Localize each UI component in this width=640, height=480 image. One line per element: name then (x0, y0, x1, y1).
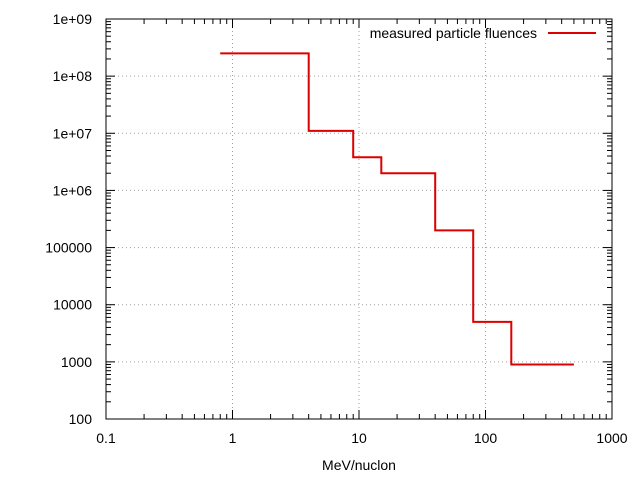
y-tick-label: 1000 (61, 354, 92, 370)
x-axis-label: MeV/nuclon (322, 457, 396, 473)
x-tick-label: 100 (474, 430, 498, 446)
y-tick-labels: 100 1000 10000 100000 1e+06 1e+07 1e+08 1e+09 (45, 11, 92, 427)
legend-label: measured particle fluences (370, 25, 537, 41)
y-tick-label: 1e+09 (53, 11, 93, 27)
y-tick-label: 100 (69, 411, 93, 427)
y-tick-label: 1e+08 (53, 68, 93, 84)
x-tick-labels: 0.1 1 10 100 1000 (96, 430, 628, 446)
x-tick-label: 0.1 (96, 430, 116, 446)
y-tick-label: 1e+06 (53, 182, 93, 198)
y-tick-label: 100000 (45, 240, 92, 256)
x-tick-label: 1 (229, 430, 237, 446)
series-line-measured-particle-fluences (220, 52, 574, 366)
y-tick-label: 1e+07 (53, 125, 93, 141)
y-tick-label: 10000 (53, 297, 92, 313)
legend: measured particle fluences (370, 25, 596, 41)
x-tick-label: 10 (351, 430, 367, 446)
x-tick-label: 1000 (596, 430, 627, 446)
grid-lines (106, 19, 612, 419)
series-layer (220, 52, 574, 366)
axis-ticks (105, 18, 613, 420)
